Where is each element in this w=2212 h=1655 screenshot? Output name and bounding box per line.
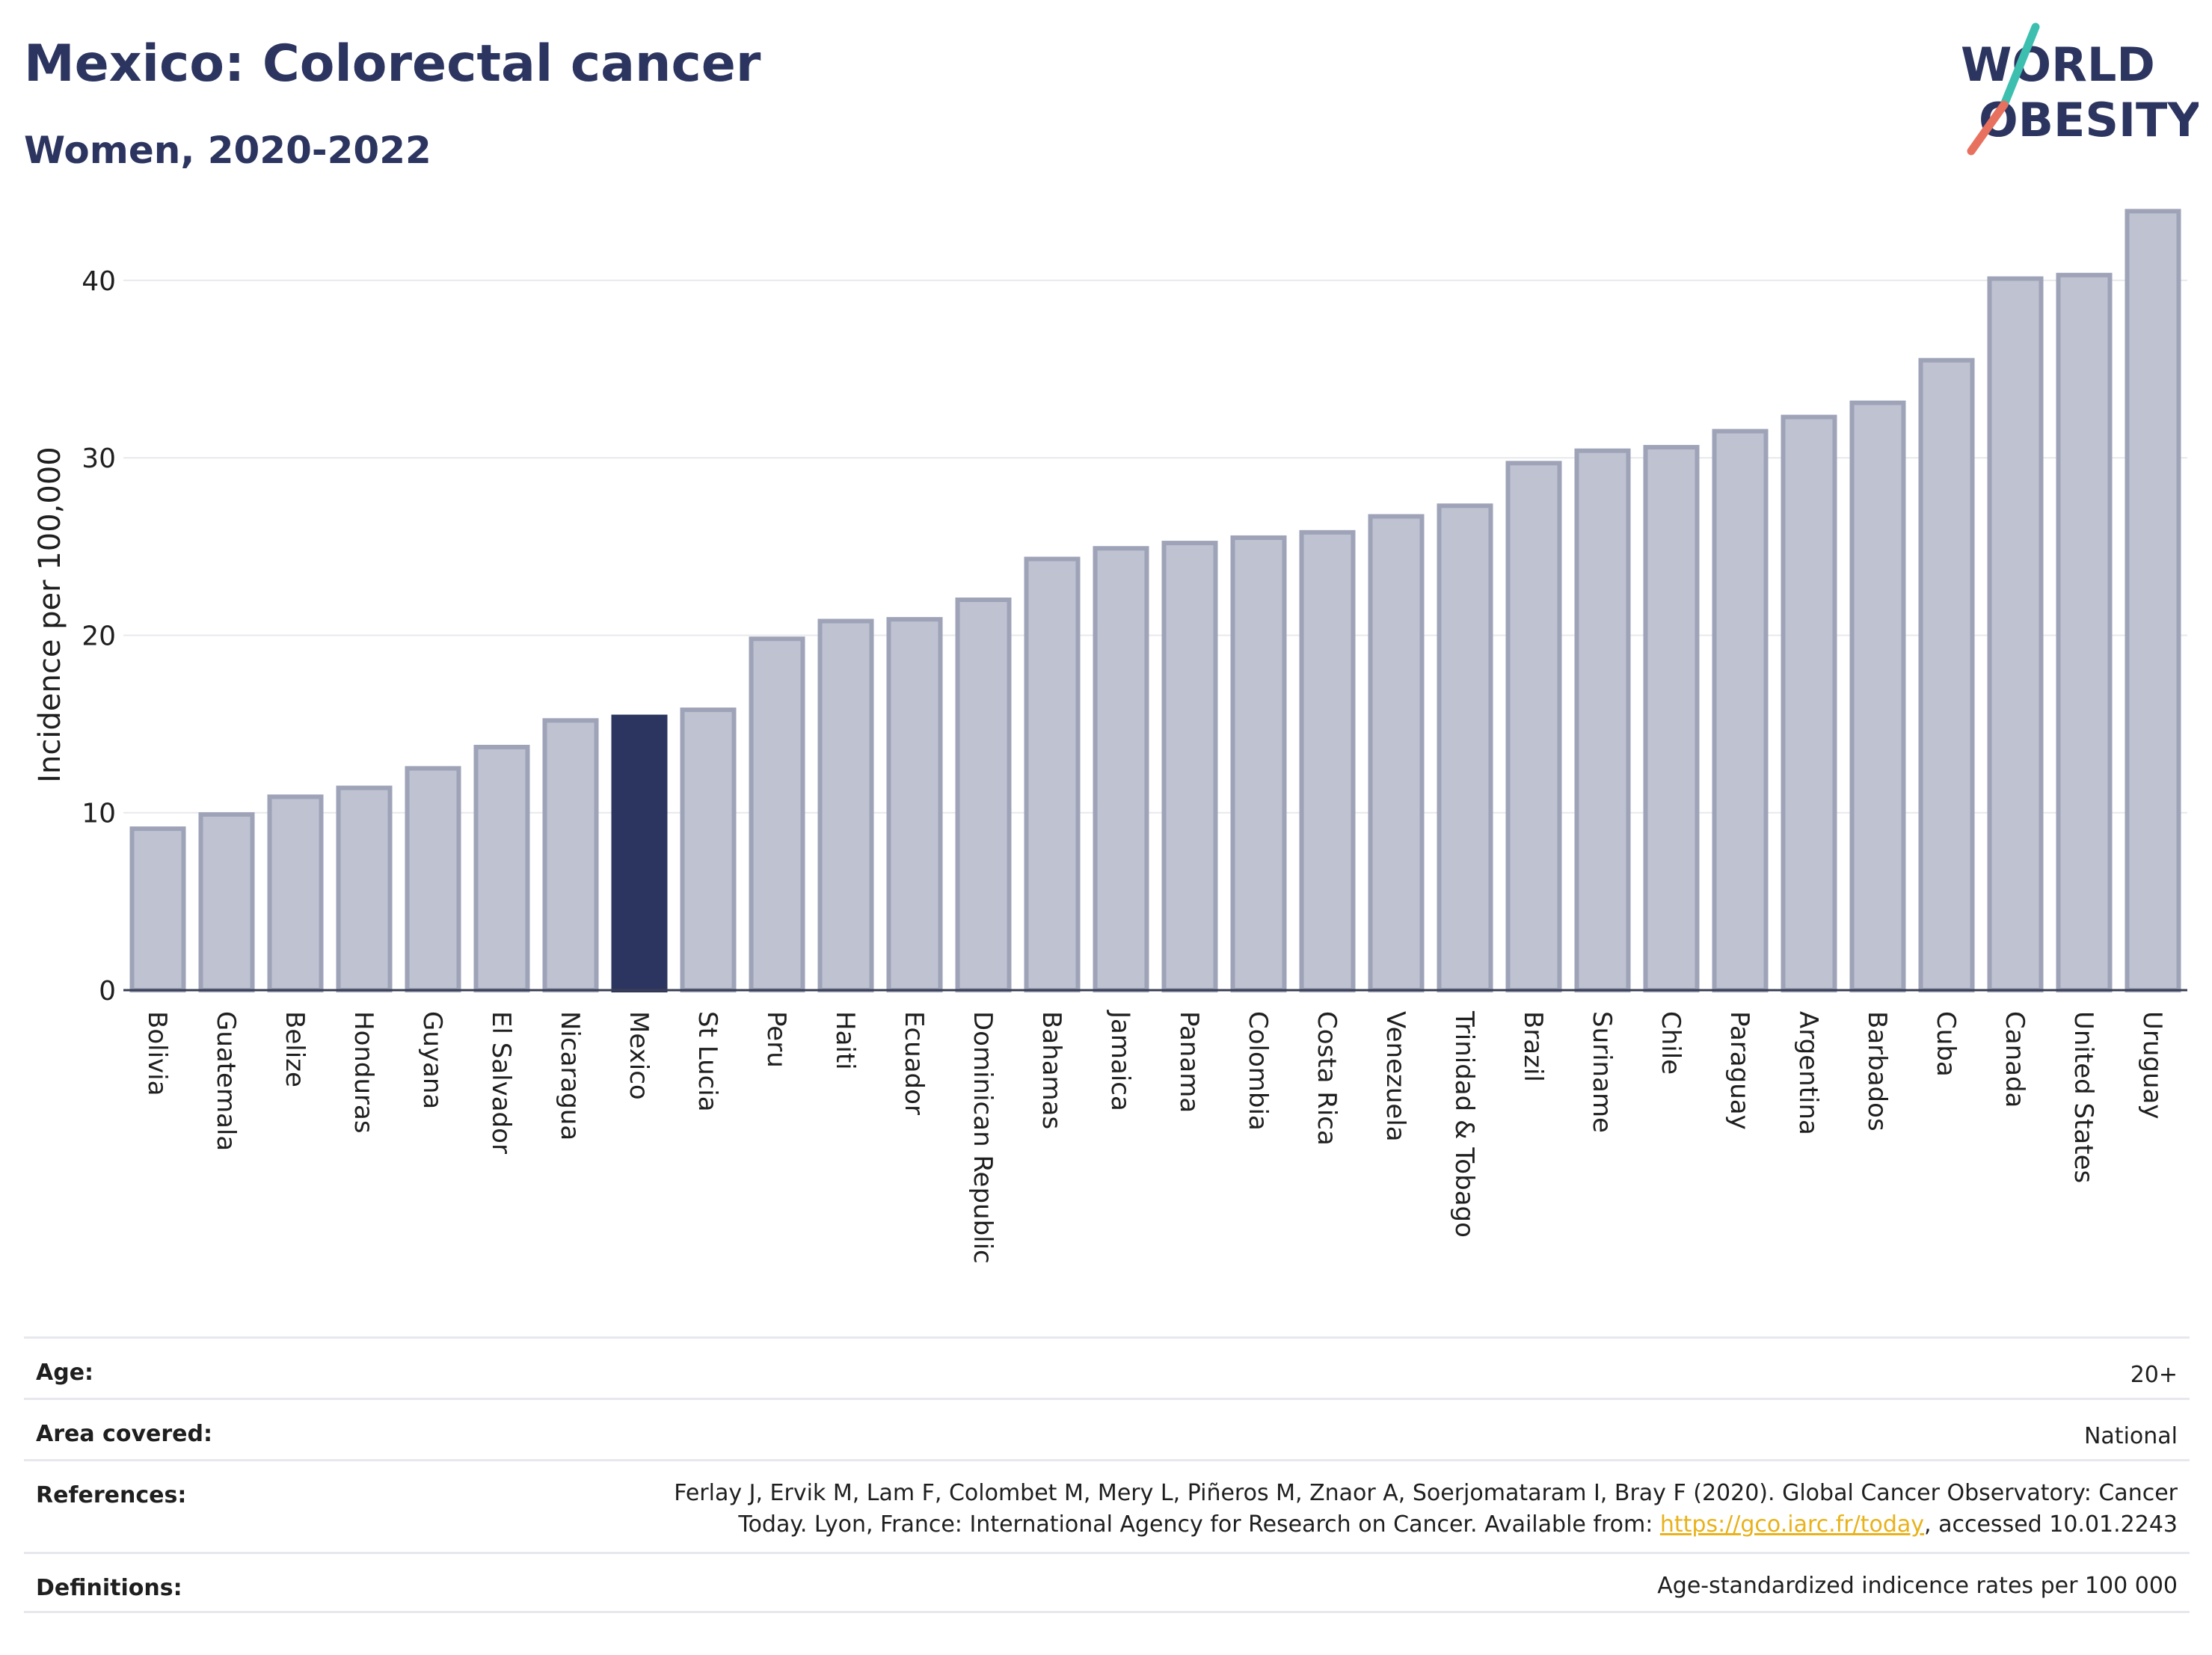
bar xyxy=(817,618,874,992)
bar xyxy=(1918,357,1975,992)
x-tick-label: Dominican Republic xyxy=(968,1011,998,1264)
x-tick-label: Colombia xyxy=(1243,1011,1273,1131)
x-tick-label: El Salvador xyxy=(486,1011,516,1154)
logo-slash-coral xyxy=(1967,100,2009,156)
bar xyxy=(267,794,324,992)
bar xyxy=(2056,272,2113,993)
x-tick-label: Suriname xyxy=(1587,1011,1617,1133)
x-tick-label: Bolivia xyxy=(142,1011,172,1096)
references-value: Ferlay J, Ervik M, Lam F, Colombet M, Me… xyxy=(674,1478,2190,1541)
bar xyxy=(473,744,530,992)
bar xyxy=(611,714,668,992)
bar xyxy=(886,617,943,992)
bar xyxy=(1574,448,1631,992)
x-tick-label: Argentina xyxy=(1793,1011,1823,1135)
bar xyxy=(2125,209,2181,993)
y-tick-label: 30 xyxy=(82,443,116,474)
bar xyxy=(1712,429,1769,992)
x-tick-label: Jamaica xyxy=(1105,1010,1135,1111)
bar xyxy=(1849,400,1906,992)
x-tick-label: Barbados xyxy=(1862,1011,1892,1132)
x-tick-label: Venezuela xyxy=(1380,1011,1410,1142)
area-label: Area covered: xyxy=(36,1421,212,1447)
bar xyxy=(1437,503,1493,992)
y-tick-label: 40 xyxy=(82,266,116,297)
x-tick-label: Ecuador xyxy=(899,1011,929,1115)
meta-row-area: Area covered: National xyxy=(24,1398,2190,1459)
bar xyxy=(1093,546,1149,992)
x-tick-label: Chile xyxy=(1656,1011,1686,1075)
metadata-table: Age: 20+ Area covered: National Referenc… xyxy=(24,1336,2190,1613)
x-tick-label: Brazil xyxy=(1518,1011,1548,1082)
age-value: 20+ xyxy=(2130,1362,2178,1388)
bar xyxy=(1505,461,1562,992)
x-tick-label: St Lucia xyxy=(692,1011,722,1112)
bar xyxy=(1987,276,2044,992)
bar xyxy=(198,812,255,992)
area-value: National xyxy=(2083,1423,2178,1449)
x-tick-label: Honduras xyxy=(348,1011,378,1134)
bar xyxy=(336,785,393,992)
meta-row-definitions: Definitions: Age-standardized indicence … xyxy=(24,1552,2190,1613)
x-tick-label: Peru xyxy=(761,1011,791,1068)
bar xyxy=(1781,414,1837,992)
references-line2-pre: Today. Lyon, France: International Agenc… xyxy=(738,1511,1660,1538)
references-label: References: xyxy=(36,1482,187,1508)
x-tick-label: Costa Rica xyxy=(1312,1011,1342,1146)
bar xyxy=(542,718,599,992)
x-tick-label: United States xyxy=(2068,1011,2098,1183)
bar xyxy=(955,598,1012,992)
x-tick-label: Trinidad & Tobago xyxy=(1449,1010,1479,1238)
definitions-label: Definitions: xyxy=(36,1575,182,1601)
logo-slash-teal xyxy=(2000,22,2040,109)
world-obesity-logo: WORLD OBESITY xyxy=(1961,22,2199,156)
x-tick-label: Belize xyxy=(280,1011,310,1087)
x-tick-label: Canada xyxy=(2000,1011,2030,1108)
bar xyxy=(680,707,737,992)
bar xyxy=(749,636,805,992)
x-tick-label: Guyana xyxy=(417,1011,447,1109)
bar xyxy=(1161,541,1218,992)
bar xyxy=(1230,535,1287,992)
x-tick-label: Cuba xyxy=(1931,1011,1961,1077)
references-line1: Ferlay J, Ervik M, Lam F, Colombet M, Me… xyxy=(674,1480,2178,1506)
meta-row-age: Age: 20+ xyxy=(24,1336,2190,1398)
x-tick-label: Uruguay xyxy=(2137,1011,2167,1120)
page-subtitle: Women, 2020-2022 xyxy=(24,129,431,172)
x-tick-label: Mexico xyxy=(624,1011,654,1100)
x-tick-label: Haiti xyxy=(830,1011,860,1070)
bar xyxy=(129,826,186,992)
bar xyxy=(405,766,461,992)
x-tick-label: Panama xyxy=(1174,1011,1204,1113)
y-tick-label: 10 xyxy=(82,799,116,829)
page-title: Mexico: Colorectal cancer xyxy=(24,34,761,93)
y-axis-label: Incidence per 100,000 xyxy=(33,446,67,783)
meta-row-references: References: Ferlay J, Ervik M, Lam F, Co… xyxy=(24,1459,2190,1552)
x-tick-label: Paraguay xyxy=(1724,1011,1754,1130)
x-tick-label: Guatemala xyxy=(211,1011,241,1151)
definitions-value: Age-standardized indicence rates per 100… xyxy=(1657,1573,2178,1599)
references-link[interactable]: https://gco.iarc.fr/today xyxy=(1659,1511,1925,1538)
references-line2-post: , accessed 10.01.2243 xyxy=(1924,1511,2178,1538)
bar xyxy=(1299,529,1356,992)
logo-text-world: WORLD xyxy=(1961,37,2155,92)
bar xyxy=(1643,444,1700,992)
age-label: Age: xyxy=(36,1360,94,1386)
y-tick-label: 0 xyxy=(99,976,116,1007)
bar xyxy=(1368,514,1425,992)
bar-chart: 0 10 20 30 40 Incidence per 100,000 Bolivia Gua… xyxy=(33,209,2187,1264)
bar xyxy=(1024,556,1081,992)
x-tick-label: Bahamas xyxy=(1036,1011,1066,1129)
x-tick-label: Nicaragua xyxy=(555,1011,585,1140)
y-tick-label: 20 xyxy=(82,621,116,651)
logo-text-obesity: OBESITY xyxy=(1979,93,2199,147)
